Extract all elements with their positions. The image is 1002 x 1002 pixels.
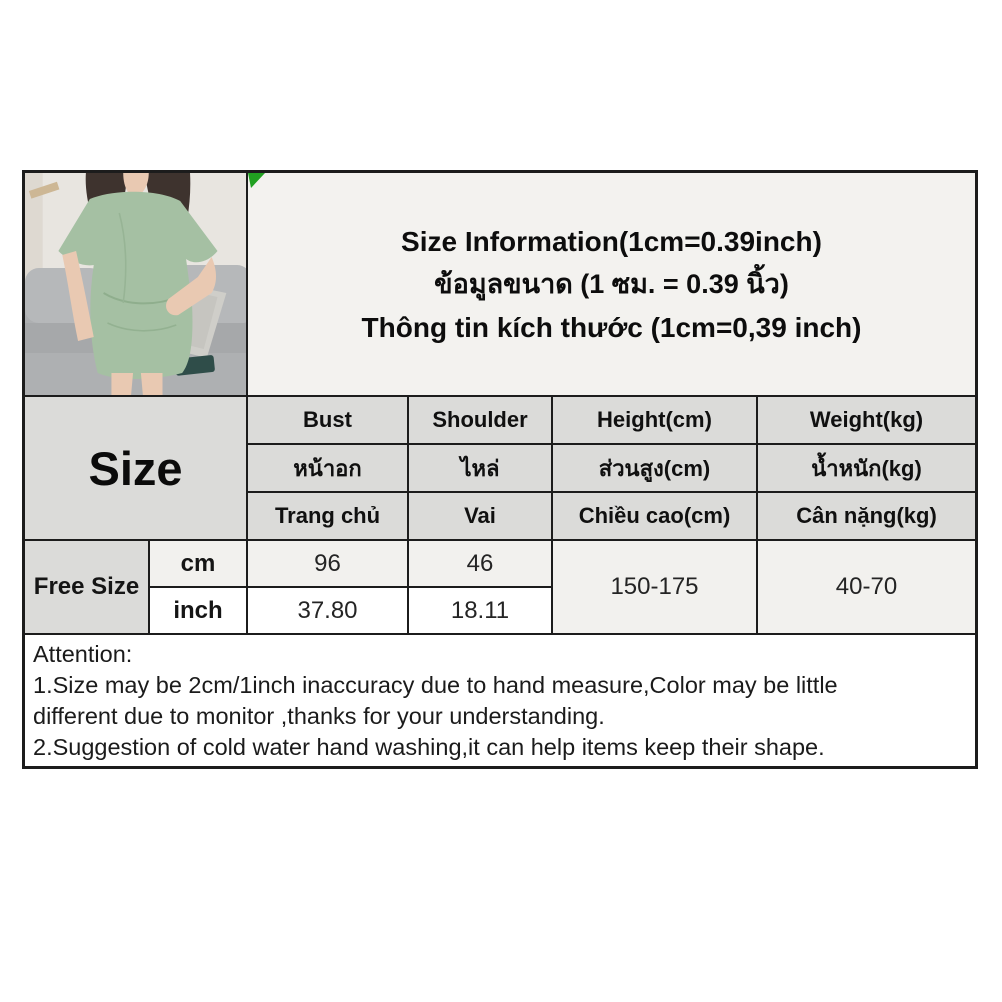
header-shoulder-en: Shoulder [409,397,551,443]
header-weight-en: Weight(kg) [758,397,975,443]
header-bust-th: หน้าอก [248,445,407,491]
header-bust-en: Bust [248,397,407,443]
value-weight-range: 40-70 [758,541,975,633]
header-height-en: Height(cm) [553,397,756,443]
product-photo [25,173,246,395]
size-info-sheet: Size Information(1cm=0.39inch) ข้อมูลขนา… [22,170,978,769]
header-bust-vi: Trang chủ [248,493,407,539]
header-weight-th: น้ำหนัก(kg) [758,445,975,491]
attention-line-3: 2.Suggestion of cold water hand washing,… [33,734,825,760]
attention-line-2: different due to monitor ,thanks for you… [33,703,605,729]
value-bust-inch: 37.80 [248,588,407,633]
product-photo-illustration [25,173,246,395]
row-label-free-size: Free Size [25,541,148,633]
header-height-vi: Chiều cao(cm) [553,493,756,539]
unit-cm: cm [150,541,246,586]
title-vietnamese: Thông tin kích thước (1cm=0,39 inch) [361,311,862,343]
attention-heading: Attention: [33,641,133,667]
title-thai: ข้อมูลขนาด (1 ซม. = 0.39 นิ้ว) [434,268,789,299]
size-label: Size [25,397,246,539]
value-bust-cm: 96 [248,541,407,586]
unit-inch: inch [150,588,246,633]
attention-line-1: 1.Size may be 2cm/1inch inaccuracy due t… [33,672,838,698]
title-block: Size Information(1cm=0.39inch) ข้อมูลขนา… [248,173,975,395]
value-shoulder-cm: 46 [409,541,551,586]
header-weight-vi: Cân nặng(kg) [758,493,975,539]
title-english: Size Information(1cm=0.39inch) [401,225,822,257]
header-height-th: ส่วนสูง(cm) [553,445,756,491]
attention-block: Attention: 1.Size may be 2cm/1inch inacc… [25,635,975,766]
value-height-range: 150-175 [553,541,756,633]
value-shoulder-inch: 18.11 [409,588,551,633]
header-shoulder-th: ไหล่ [409,445,551,491]
green-corner-marker-icon [248,173,265,188]
header-shoulder-vi: Vai [409,493,551,539]
